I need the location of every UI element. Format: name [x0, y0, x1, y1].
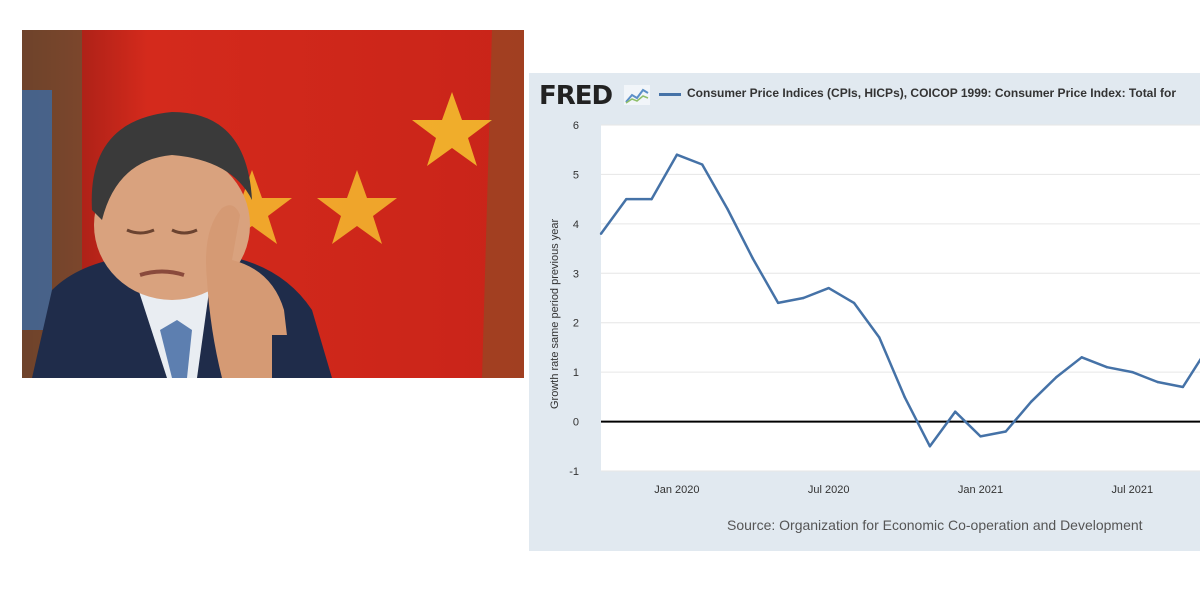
data-point: [1105, 366, 1109, 369]
data-point: [1181, 385, 1185, 389]
data-point: [625, 197, 628, 201]
y-axis-label: Growth rate same period previous year: [549, 218, 561, 409]
source-note: Source: Organization for Economic Co-ope…: [727, 517, 1143, 533]
data-point: [1055, 375, 1058, 379]
data-point: [1156, 380, 1159, 384]
data-point: [802, 296, 805, 300]
data-point: [827, 286, 830, 290]
flag-star: [317, 170, 397, 244]
person-photo: [22, 30, 524, 378]
y-tick-label: 2: [573, 318, 579, 330]
data-point: [701, 163, 704, 166]
data-point: [1131, 370, 1134, 374]
fred-logo[interactable]: FRED: [539, 81, 613, 111]
y-tick-label: -1: [569, 466, 579, 478]
y-tick-label: 3: [573, 268, 579, 280]
data-point: [1004, 430, 1007, 433]
flag-star: [212, 170, 292, 244]
series-line: [599, 153, 1200, 448]
y-tick-label: 4: [573, 219, 579, 231]
line-chart-icon: [624, 85, 650, 105]
data-point: [1080, 356, 1083, 359]
data-point: [599, 232, 603, 235]
y-tick-label: 6: [573, 120, 579, 132]
x-tick-label: Jan 2020: [654, 484, 699, 496]
plot-area: [601, 125, 1200, 471]
data-point: [979, 435, 982, 438]
series-title[interactable]: Consumer Price Indices (CPIs, HICPs), CO…: [687, 86, 1177, 100]
data-point: [852, 301, 856, 305]
line-chart: 6 5 4 3 2 1 0 -1 Jan 2020 Jul 2020 Jan 2021 Jul 202…: [569, 120, 1200, 496]
data-point: [726, 207, 729, 211]
y-tick-label: 1: [573, 367, 579, 379]
x-tick-label: Jul 2020: [808, 484, 850, 496]
y-tick-label: 0: [573, 417, 579, 429]
data-point: [928, 445, 932, 448]
legend-swatch: [659, 93, 681, 96]
y-tick-label: 5: [573, 169, 579, 181]
flag-star: [412, 92, 492, 166]
data-point: [751, 257, 754, 260]
data-point: [650, 197, 653, 201]
x-tick-label: Jul 2021: [1112, 484, 1154, 496]
x-tick-label: Jan 2021: [958, 484, 1003, 496]
chart-header: FRED Consumer Price Indices (CPIs, HICPs…: [529, 73, 1200, 119]
data-point: [675, 153, 679, 156]
data-point: [776, 301, 780, 305]
fred-chart-panel: FRED Consumer Price Indices (CPIs, HICPs…: [529, 73, 1200, 551]
data-point: [878, 336, 881, 339]
photo-panel: [22, 30, 524, 378]
data-point: [903, 395, 906, 399]
data-point: [1029, 400, 1033, 403]
data-point: [954, 410, 957, 413]
